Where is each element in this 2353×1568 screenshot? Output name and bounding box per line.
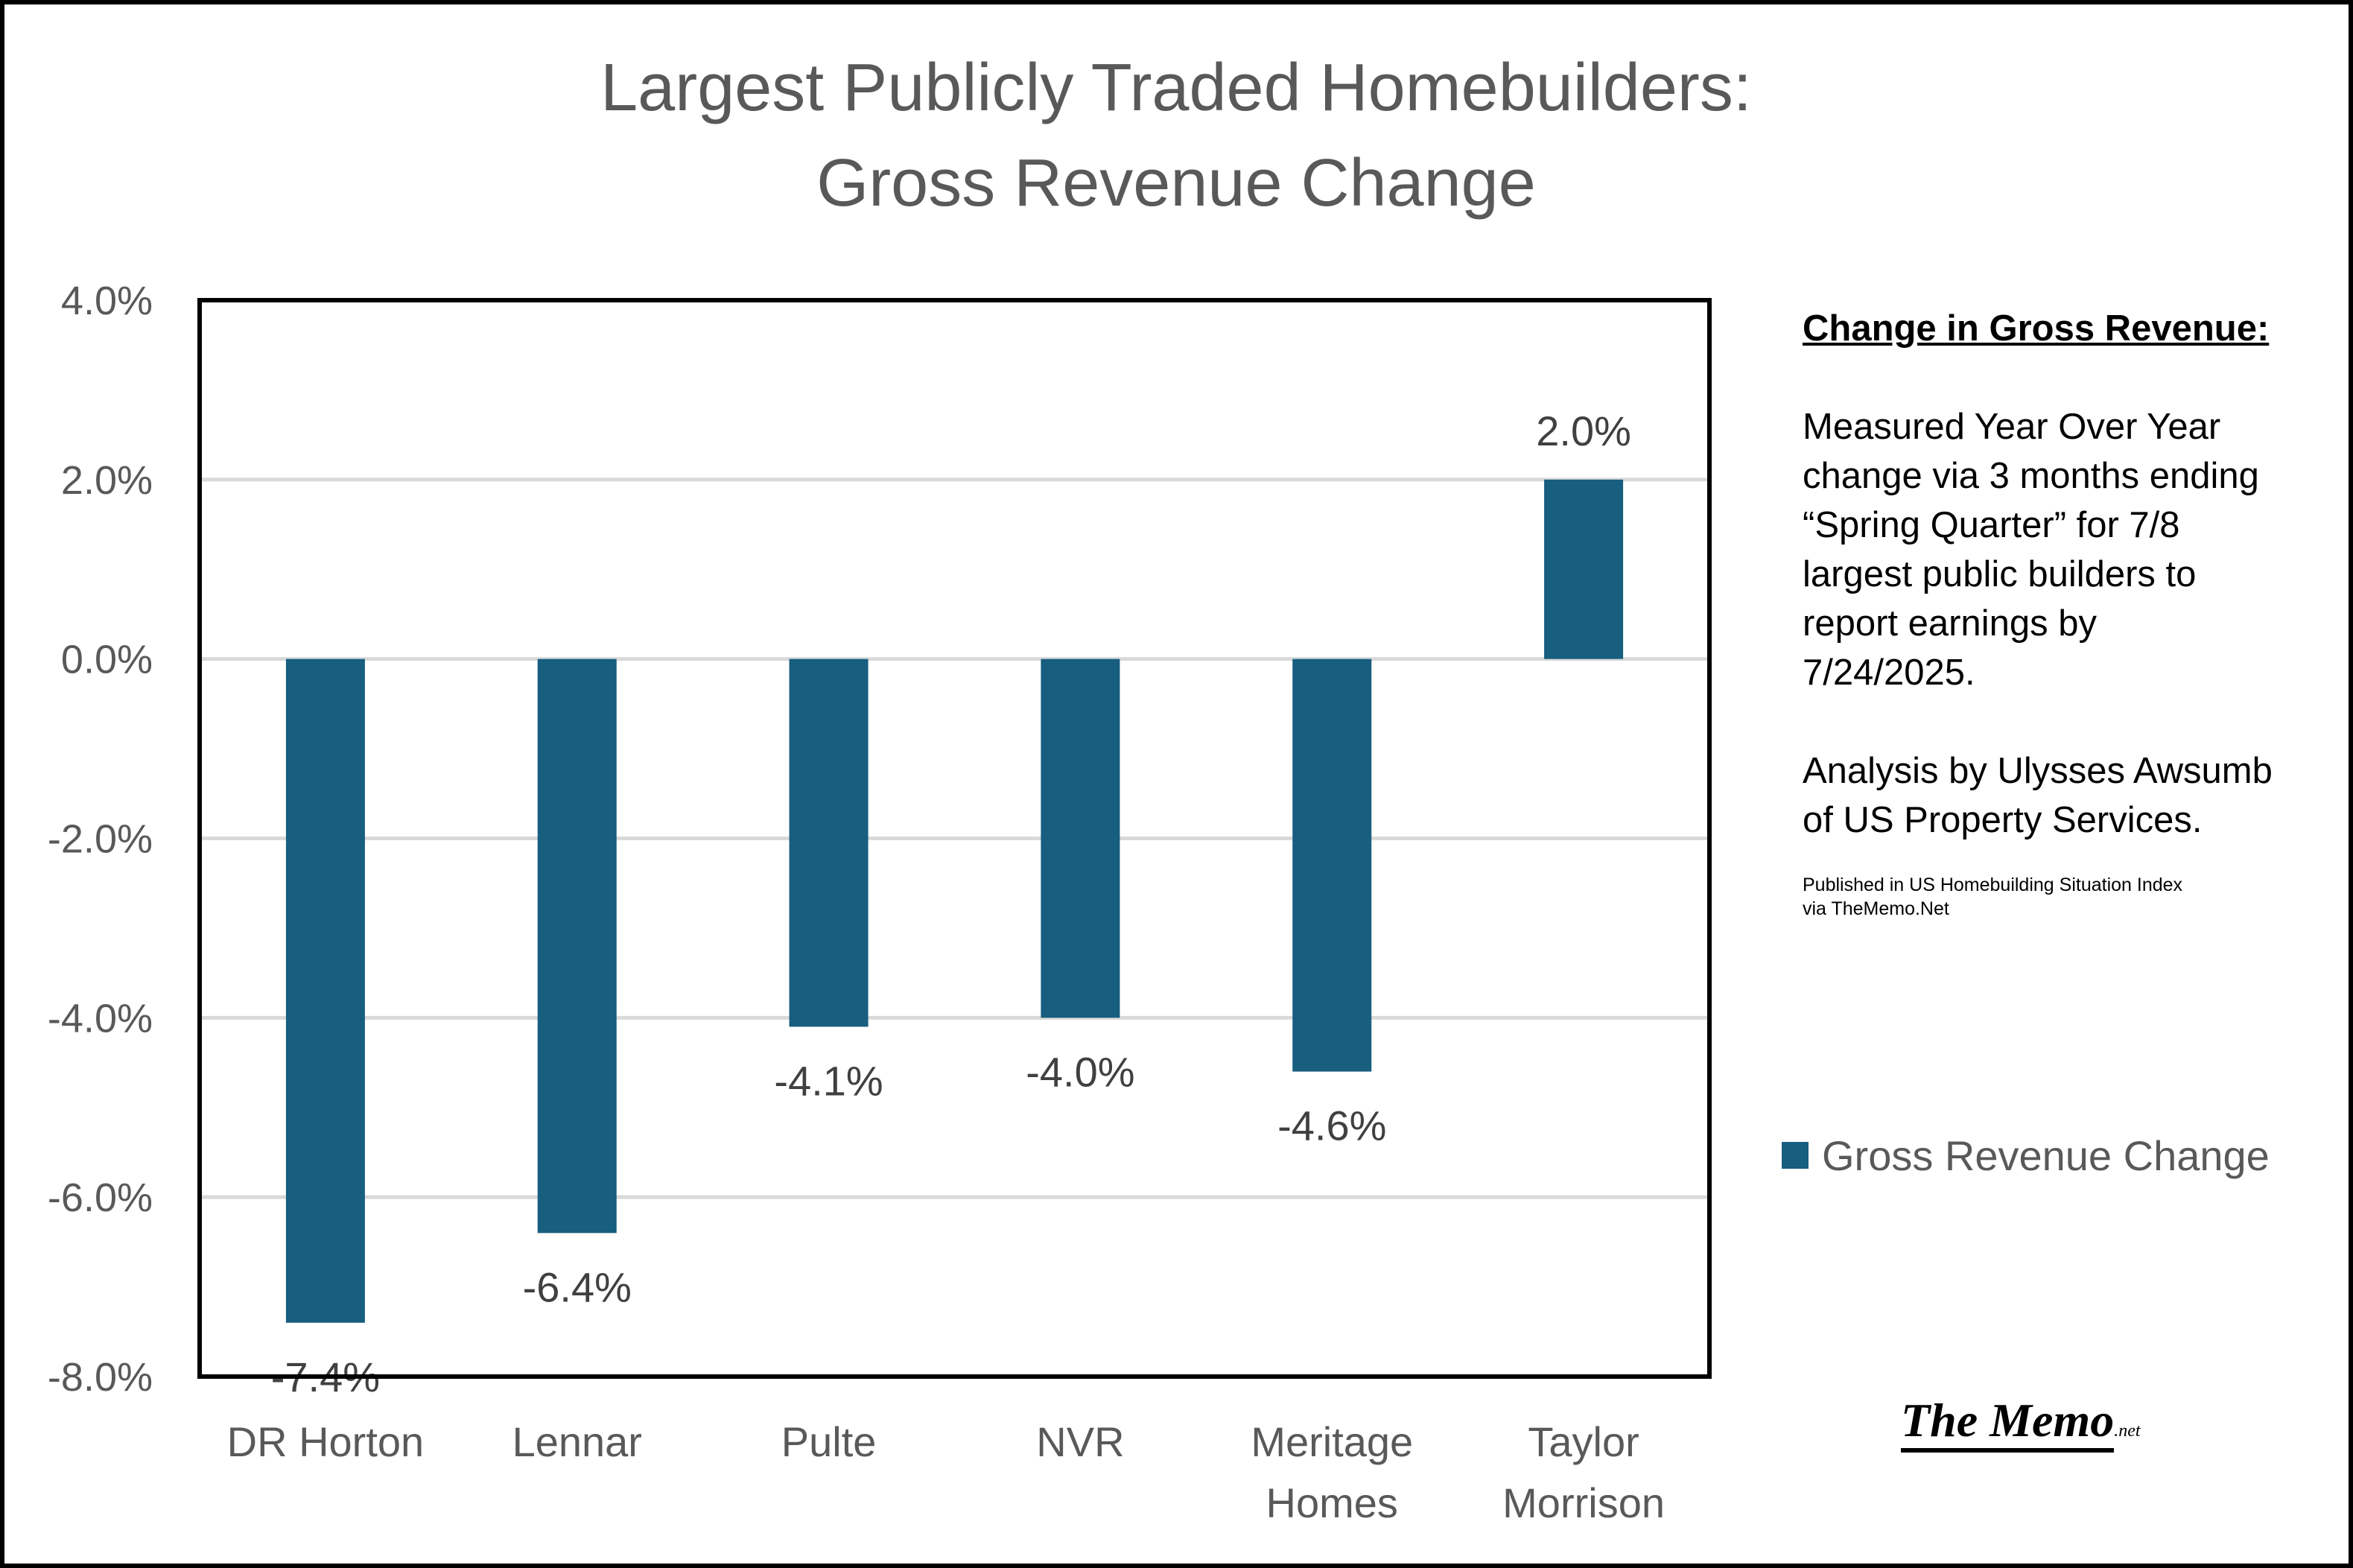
publication-note-line-2: via TheMemo.Net [1803,898,1949,919]
bar [1544,479,1624,659]
x-tick-label: Meritage [1251,1418,1413,1465]
publication-note-line-1: Published in US Homebuilding Situation I… [1803,875,2183,895]
bar [1041,658,1120,1018]
x-tick-label: Pulte [781,1418,877,1465]
bars [285,479,1624,1323]
data-label: -4.6% [1277,1102,1386,1149]
logo-wordmark: The Memo [1901,1394,2115,1453]
bar [1292,658,1372,1072]
annotation-panel: Change in Gross Revenue: Measured Year O… [1803,304,2279,921]
x-axis-ticks: DR Horton Lennar Pulte NVR Meritage Homes Tayl… [227,1418,1665,1526]
y-tick-label: -8.0% [48,1355,153,1400]
annotation-credit: Analysis by Ulysses Awsumb of US Propert… [1803,751,2273,840]
legend-label: Gross Revenue Change [1822,1132,2270,1179]
bar [285,658,365,1323]
logo-suffix: .net [2114,1421,2141,1441]
legend: Gross Revenue Change [1782,1132,2270,1179]
data-labels: -7.4%-6.4%-4.1% -4.0%-4.6%2.0% [271,407,1631,1400]
x-tick-label: Lennar [512,1418,642,1465]
y-axis-ticks: 4.0% 2.0% 0.0% -2.0% -4.0% -6.0% -8.0% [48,279,153,1400]
annotation-description: Measured Year Over Year change via 3 mon… [1803,407,2259,693]
x-tick-label: Taylor [1528,1418,1639,1465]
data-label: -6.4% [523,1263,632,1310]
x-tick-label: Homes [1266,1479,1398,1526]
x-tick-label: NVR [1036,1418,1124,1465]
bar [789,658,869,1027]
y-tick-label: -2.0% [48,817,153,862]
data-label: -4.0% [1026,1048,1134,1095]
x-tick-label: DR Horton [227,1418,425,1465]
plot-area-border [197,298,1712,1379]
y-tick-label: 4.0% [61,279,153,323]
y-tick-label: 2.0% [61,458,153,503]
x-tick-label: Morrison [1502,1479,1665,1526]
gridlines [200,477,1709,1199]
y-tick-label: -6.0% [48,1175,153,1220]
publication-note: Published in US Homebuilding Situation I… [1803,873,2279,921]
bar [537,658,617,1234]
y-tick-label: 0.0% [61,638,153,682]
y-tick-label: -4.0% [48,996,153,1041]
the-memo-logo: The Memo.net [1901,1393,2141,1453]
data-label: -4.1% [774,1057,883,1104]
chart-title-line-1: Largest Publicly Traded Homebuilders: [600,51,1752,125]
data-label: 2.0% [1536,407,1631,454]
annotation-heading: Change in Gross Revenue: [1803,308,2270,349]
chart-title-line-2: Gross Revenue Change [816,146,1536,220]
legend-swatch [1782,1142,1809,1169]
